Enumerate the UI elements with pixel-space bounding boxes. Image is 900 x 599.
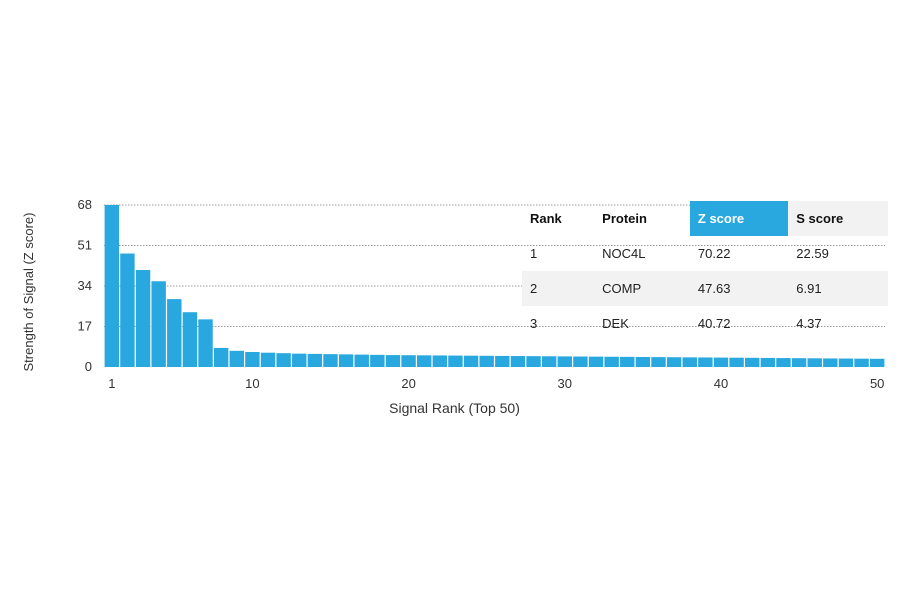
bar <box>307 353 323 367</box>
header-s-score: S score <box>788 201 888 236</box>
header-rank: Rank <box>530 211 562 226</box>
bar <box>682 357 697 367</box>
bar <box>385 355 401 367</box>
y-tick-label: 51 <box>78 238 92 253</box>
bar <box>854 358 869 367</box>
top-proteins-table: Rank Protein Z score S score 1 NOC4L 70.… <box>522 201 888 341</box>
header-z-score: Z score <box>689 201 789 236</box>
bar <box>323 354 338 367</box>
bar <box>276 353 291 367</box>
bar <box>541 356 557 367</box>
cell-z-score: 40.72 <box>697 316 731 331</box>
table-row: 3 DEK 40.72 4.37 <box>522 306 888 341</box>
table-row: 1 NOC4L 70.22 22.59 <box>522 236 888 271</box>
header-protein: Protein <box>602 211 647 226</box>
bar <box>791 358 807 367</box>
bar <box>807 358 822 367</box>
bar <box>432 355 448 367</box>
bar <box>651 357 666 367</box>
cell-protein: COMP <box>594 271 690 306</box>
cell-protein: DEK <box>602 316 629 331</box>
cell-rank: 2 <box>522 271 595 306</box>
bar <box>229 350 244 367</box>
x-tick-label: 1 <box>108 376 115 391</box>
bar <box>448 355 463 367</box>
bar <box>823 358 838 367</box>
bar <box>151 281 166 367</box>
bar <box>557 356 572 367</box>
bar <box>401 355 416 367</box>
y-tick-label: 68 <box>78 197 92 212</box>
x-axis-title: Signal Rank (Top 50) <box>389 400 520 416</box>
bar <box>120 253 135 367</box>
bar <box>588 356 604 367</box>
bar <box>260 352 276 367</box>
bar <box>292 353 307 367</box>
bar <box>198 319 213 367</box>
bar <box>620 356 635 367</box>
bar <box>245 351 260 367</box>
bar <box>745 357 760 367</box>
bar <box>869 358 885 367</box>
cell-s-score: 6.91 <box>788 271 888 306</box>
bar <box>729 357 744 367</box>
bar <box>510 356 526 367</box>
x-tick-label: 30 <box>558 376 572 391</box>
bar <box>104 205 120 367</box>
bar <box>713 357 729 367</box>
bar <box>698 357 713 367</box>
x-tick-label: 20 <box>401 376 415 391</box>
bar <box>604 356 619 367</box>
table-row: 2 COMP 47.63 6.91 <box>522 271 888 306</box>
bar <box>526 356 541 367</box>
bar <box>370 354 385 367</box>
cell-rank: 3 <box>530 316 538 331</box>
y-tick-label: 34 <box>78 278 92 293</box>
x-tick-label: 40 <box>714 376 728 391</box>
bar <box>182 312 198 367</box>
bar <box>167 299 182 367</box>
table-header-row: Rank Protein Z score S score <box>522 201 888 236</box>
bar <box>463 355 479 367</box>
bar <box>495 355 510 367</box>
bar <box>417 355 432 367</box>
y-tick-label: 0 <box>85 359 92 374</box>
bar <box>354 354 369 367</box>
bar <box>760 357 776 367</box>
bar <box>776 358 791 367</box>
bar <box>213 347 229 367</box>
cell-z-score: 70.22 <box>697 246 731 261</box>
bar <box>838 358 854 367</box>
x-tick-label: 10 <box>245 376 259 391</box>
bar <box>135 269 151 367</box>
bar <box>573 356 588 367</box>
cell-z-score: 47.63 <box>689 271 789 306</box>
cell-rank: 1 <box>530 246 538 261</box>
cell-protein: NOC4L <box>602 246 646 261</box>
y-axis-title: Strength of Signal (Z score) <box>21 213 36 372</box>
x-tick-label: 50 <box>870 376 884 391</box>
bar <box>635 356 651 367</box>
bar <box>666 357 682 367</box>
cell-s-score: 22.59 <box>796 246 829 261</box>
bar <box>338 354 354 367</box>
cell-s-score: 4.37 <box>796 316 822 331</box>
bar <box>479 355 494 367</box>
y-tick-label: 17 <box>78 319 92 334</box>
